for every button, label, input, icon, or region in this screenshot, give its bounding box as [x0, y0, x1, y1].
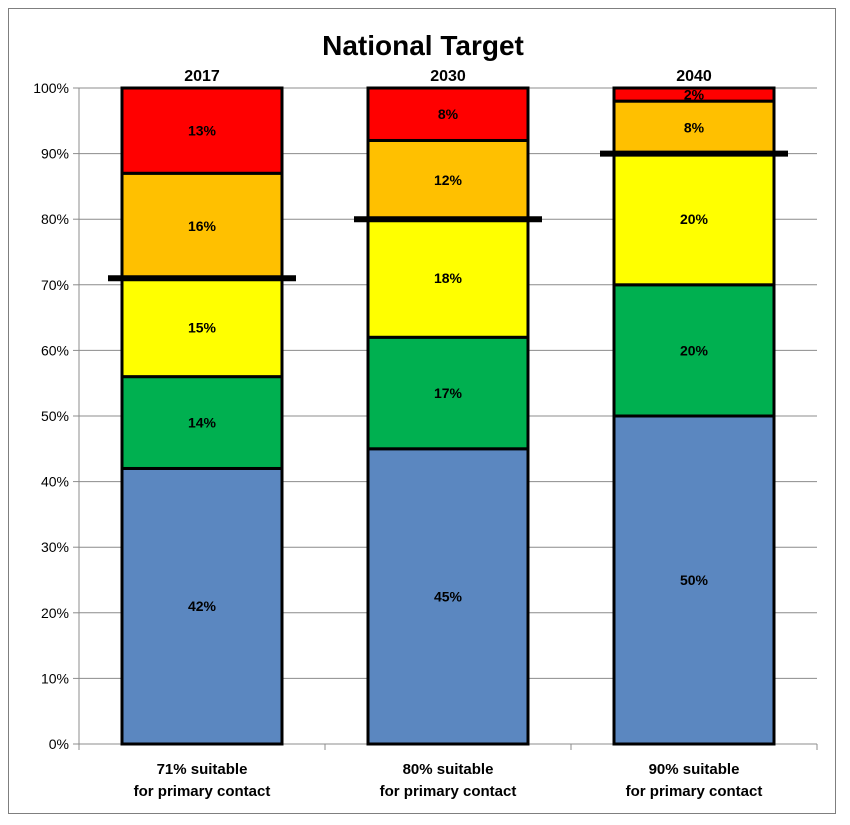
chart-frame: National Target 0% 10% 20% 30% 40% 50% 60% 70% 8…	[8, 8, 836, 814]
stacked-bar-chart: National Target 0% 10% 20% 30% 40% 50% 60% 70% 8…	[33, 30, 818, 800]
data-label: 12%	[434, 172, 463, 188]
data-label: 2%	[684, 87, 705, 103]
data-labels: 42% 14% 15% 16% 13% 2017 71% suitable for prima…	[134, 68, 763, 800]
bar-segment	[612, 86, 776, 103]
data-label: 20%	[680, 342, 709, 358]
chart-title: National Target	[322, 30, 524, 61]
data-label: 14%	[188, 415, 217, 431]
data-label: 13%	[188, 123, 217, 139]
bar-segment	[120, 276, 284, 379]
bar-segment	[366, 138, 530, 221]
bar-segment	[366, 447, 530, 746]
data-label: 8%	[684, 119, 705, 135]
data-label: 42%	[188, 598, 217, 614]
data-label: 45%	[434, 588, 463, 604]
data-label: 18%	[434, 270, 463, 286]
y-tick-label: 50%	[41, 408, 69, 424]
axes: 0% 10% 20% 30% 40% 50% 60% 70% 80% 90% 100%	[33, 80, 818, 752]
y-tick-label: 100%	[33, 80, 69, 96]
bar-segment	[120, 466, 284, 746]
bars	[120, 86, 776, 746]
x-tick-label: for primary contact	[380, 783, 517, 800]
y-tick-label: 30%	[41, 539, 69, 555]
data-label: 17%	[434, 385, 463, 401]
y-tick-label: 10%	[41, 670, 69, 686]
bar-segment	[366, 217, 530, 339]
category-label: 2030	[430, 68, 466, 85]
y-tick-label: 20%	[41, 605, 69, 621]
x-tick-label: 80% suitable	[403, 761, 494, 778]
y-tick-label: 70%	[41, 277, 69, 293]
data-label: 16%	[188, 218, 217, 234]
bar-segment	[366, 335, 530, 451]
data-label: 20%	[680, 211, 709, 227]
category-label: 2040	[676, 68, 712, 85]
bar-segment	[612, 283, 776, 418]
bar-segment	[366, 86, 530, 142]
category-label: 2017	[184, 68, 220, 85]
y-tick-label: 40%	[41, 474, 69, 490]
x-tick-label: 71% suitable	[157, 761, 248, 778]
y-tick-label: 60%	[41, 342, 69, 358]
bar-segment	[120, 375, 284, 470]
data-label: 50%	[680, 572, 709, 588]
data-label: 8%	[438, 106, 459, 122]
x-tick-label: for primary contact	[626, 783, 763, 800]
bar-segment	[120, 86, 284, 175]
x-tick-label: 90% suitable	[649, 761, 740, 778]
y-tick-label: 0%	[49, 736, 69, 752]
y-tick-label: 90%	[41, 146, 69, 162]
y-tick-label: 80%	[41, 211, 69, 227]
data-label: 15%	[188, 319, 217, 335]
x-tick-label: for primary contact	[134, 783, 271, 800]
target-lines	[108, 150, 788, 282]
